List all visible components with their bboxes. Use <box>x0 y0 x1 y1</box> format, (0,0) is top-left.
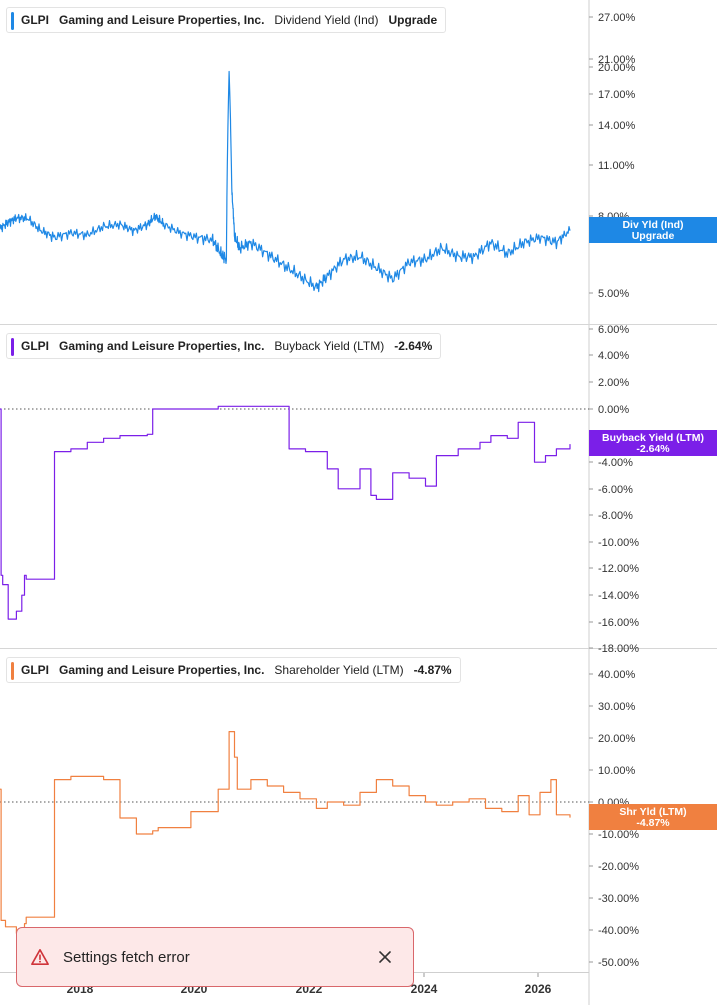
warning-icon <box>31 948 49 966</box>
x-tick-label: 2026 <box>525 982 552 996</box>
y-tick-label: -18.00% <box>598 643 639 655</box>
y-tick-label: 30.00% <box>598 701 636 713</box>
legend-value: -2.64% <box>394 339 433 353</box>
y-tick-label: 17.00% <box>598 89 636 101</box>
close-icon[interactable] <box>375 947 395 967</box>
y-tick-label: 27.00% <box>598 12 636 24</box>
series-color-swatch <box>11 338 14 356</box>
value-tag-2: Shr Yld (LTM)-4.87% <box>589 804 717 830</box>
y-tick-label: -40.00% <box>598 925 639 937</box>
y-tick-label: -30.00% <box>598 893 639 905</box>
y-tick-label: -50.00% <box>598 957 639 969</box>
legend-buyback-yield[interactable]: GLPI Gaming and Leisure Properties, Inc.… <box>6 333 442 359</box>
value-tag-text: Div Yld (Ind) <box>622 219 683 231</box>
y-tick-label: 6.00% <box>598 324 629 336</box>
y-tick-label: -20.00% <box>598 861 639 873</box>
legend-shareholder-yield[interactable]: GLPI Gaming and Leisure Properties, Inc.… <box>6 657 461 683</box>
y-tick-label: -12.00% <box>598 563 639 575</box>
value-tag-1: Buyback Yield (LTM)-2.64% <box>589 430 717 456</box>
legend-value: -4.87% <box>413 663 452 677</box>
y-tick-label: -14.00% <box>598 590 639 602</box>
value-tag-bg <box>589 804 717 830</box>
legend-company: Gaming and Leisure Properties, Inc. <box>59 663 265 677</box>
value-tag-text: -2.64% <box>636 443 670 455</box>
value-tag-text: Shr Yld (LTM) <box>619 806 686 818</box>
legend-metric: Buyback Yield (LTM) <box>274 339 385 353</box>
value-tag-text: Buyback Yield (LTM) <box>602 432 704 444</box>
series-color-swatch <box>11 662 14 680</box>
legend-metric: Dividend Yield (Ind) <box>274 13 379 27</box>
y-tick-label: 4.00% <box>598 350 629 362</box>
y-tick-label: 21.00% <box>598 54 636 66</box>
toast-message: Settings fetch error <box>63 948 190 966</box>
y-tick-label: 14.00% <box>598 120 636 132</box>
y-tick-label: -10.00% <box>598 537 639 549</box>
legend-value[interactable]: Upgrade <box>388 13 438 27</box>
y-tick-label: -8.00% <box>598 510 633 522</box>
y-tick-label: 20.00% <box>598 62 636 74</box>
y-tick-label: -10.00% <box>598 829 639 841</box>
y-tick-label: 10.00% <box>598 765 636 777</box>
x-tick-label: 2024 <box>411 982 438 996</box>
series-line-2 <box>0 731 571 934</box>
y-tick-label: 20.00% <box>598 733 636 745</box>
legend-metric: Shareholder Yield (LTM) <box>274 663 404 677</box>
y-tick-label: 40.00% <box>598 669 636 681</box>
legend-company: Gaming and Leisure Properties, Inc. <box>59 339 265 353</box>
y-tick-label: -4.00% <box>598 457 633 469</box>
value-tag-text: Upgrade <box>632 230 675 242</box>
value-tag-bg <box>589 217 717 243</box>
y-tick-label: 0.00% <box>598 404 629 416</box>
y-tick-label: 5.00% <box>598 288 629 300</box>
y-tick-label: -16.00% <box>598 617 639 629</box>
value-tag-0: Div Yld (Ind)Upgrade <box>589 217 717 243</box>
series-line-1 <box>0 405 571 620</box>
legend-ticker: GLPI <box>21 663 50 677</box>
error-toast: Settings fetch error <box>16 927 414 987</box>
legend-dividend-yield[interactable]: GLPI Gaming and Leisure Properties, Inc.… <box>6 7 447 33</box>
legend-ticker: GLPI <box>21 13 50 27</box>
value-tag-bg <box>589 430 717 456</box>
series-line-0 <box>0 70 571 293</box>
legend-ticker: GLPI <box>21 339 50 353</box>
value-tag-text: -4.87% <box>636 817 670 829</box>
series-color-swatch <box>11 12 14 30</box>
y-tick-label: 11.00% <box>598 160 635 172</box>
y-tick-label: -6.00% <box>598 484 633 496</box>
y-tick-label: 2.00% <box>598 377 629 389</box>
legend-company: Gaming and Leisure Properties, Inc. <box>59 13 265 27</box>
